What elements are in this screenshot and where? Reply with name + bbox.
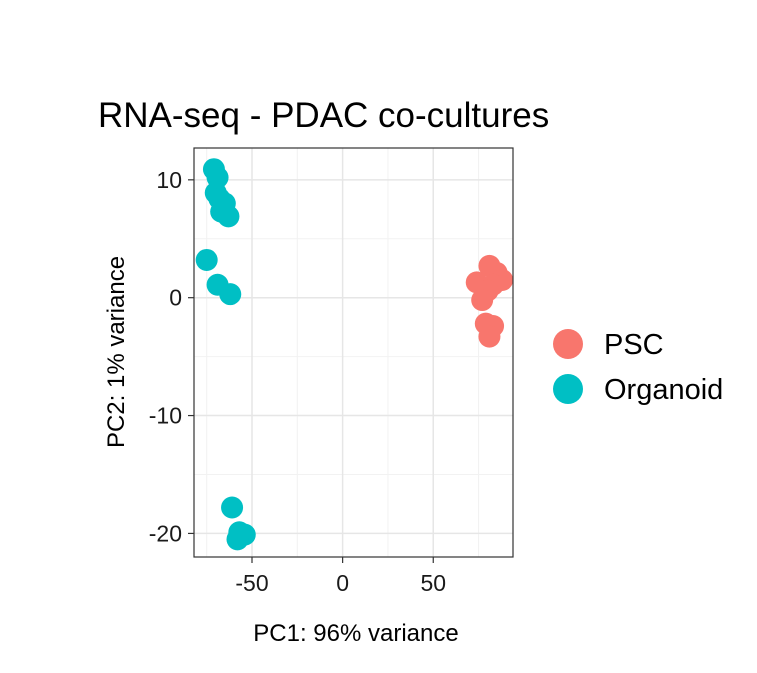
legend: PSC Organoid (553, 329, 723, 406)
legend-label-organoid: Organoid (604, 374, 723, 406)
x-axis: -50 0 50 (235, 557, 446, 596)
x-tick-label: -50 (235, 570, 268, 596)
point-psc (471, 289, 494, 312)
y-tick-label: -10 (149, 403, 182, 429)
point-organoid (226, 528, 249, 551)
point-psc (478, 325, 501, 348)
legend-label-psc: PSC (604, 329, 664, 361)
y-tick-label: 0 (169, 285, 182, 311)
legend-key-psc (553, 329, 583, 359)
point-organoid (217, 205, 240, 228)
y-tick-label: -20 (149, 520, 182, 546)
y-tick-label: 10 (156, 167, 182, 193)
y-axis: 10 0 -10 -20 (149, 167, 194, 546)
plot-panel (193, 147, 514, 558)
x-tick-label: 50 (420, 570, 446, 596)
plot-background (194, 148, 513, 557)
x-axis-title: PC1: 96% variance (253, 620, 458, 647)
y-axis-title: PC2: 1% variance (103, 256, 130, 448)
x-tick-label: 0 (336, 570, 349, 596)
chart-title: RNA-seq - PDAC co-cultures (98, 96, 549, 135)
point-organoid (195, 248, 218, 271)
point-organoid (219, 283, 242, 306)
point-organoid (221, 496, 244, 519)
plot-border (193, 147, 514, 558)
legend-key-organoid (553, 374, 583, 404)
